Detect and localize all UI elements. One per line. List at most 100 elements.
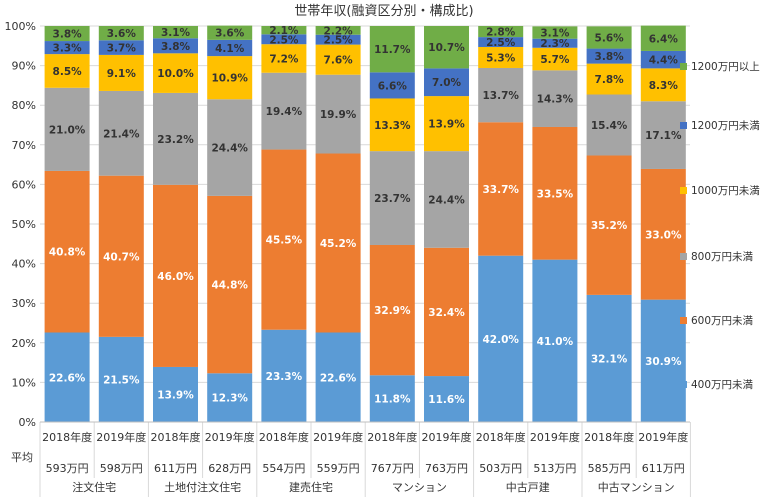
average-label: 767万円 <box>371 462 414 475</box>
data-label: 3.6% <box>107 28 137 40</box>
x-tick-label: 2019年度 <box>313 430 363 444</box>
y-tick-label: 30% <box>12 297 36 310</box>
x-tick-label: 2019年度 <box>530 430 580 444</box>
data-label: 22.6% <box>320 372 357 384</box>
legend-label: 1000万円未満 <box>691 185 760 197</box>
data-label: 5.3% <box>486 52 516 64</box>
average-label: 628万円 <box>208 462 251 475</box>
data-label: 23.7% <box>374 193 411 205</box>
data-label: 11.8% <box>374 394 411 406</box>
bar-segment <box>586 48 632 64</box>
average-label: 559万円 <box>317 462 360 475</box>
data-label: 7.6% <box>324 55 354 67</box>
data-label: 21.4% <box>103 128 140 140</box>
data-label: 24.4% <box>211 143 248 155</box>
data-label: 41.0% <box>537 336 574 348</box>
x-tick-label: 2018年度 <box>259 430 309 444</box>
data-label: 11.6% <box>428 394 465 406</box>
group-label: マンション <box>392 481 447 494</box>
data-label: 23.3% <box>266 371 303 383</box>
group-label: 中古マンション <box>598 481 675 494</box>
bar-segment <box>478 255 524 422</box>
bar-segment <box>586 63 632 95</box>
x-tick-label: 2018年度 <box>584 430 634 444</box>
data-label: 32.9% <box>374 305 411 317</box>
average-row-label: 平均 <box>11 451 33 464</box>
data-label: 32.1% <box>591 353 628 365</box>
data-label: 8.3% <box>649 80 679 92</box>
legend-label: 1200万円以上 <box>691 61 760 73</box>
x-tick-label: 2018年度 <box>42 430 92 444</box>
bar-segment <box>640 101 686 169</box>
data-label: 3.1% <box>161 27 191 39</box>
bar-segment <box>261 26 307 35</box>
bar-segment <box>640 299 686 422</box>
data-label: 19.9% <box>320 109 357 121</box>
legend-label: 800万円未満 <box>691 251 754 263</box>
average-label: 611万円 <box>154 462 197 475</box>
x-tick-label: 2019年度 <box>638 430 688 444</box>
bar-segment <box>640 25 686 51</box>
bar-segment <box>98 175 144 337</box>
legend-swatch <box>680 187 687 194</box>
bar-segment <box>369 244 415 376</box>
group-label: 建売住宅 <box>289 480 333 494</box>
average-label: 598万円 <box>100 462 143 475</box>
data-label: 40.7% <box>103 251 140 263</box>
average-label: 611万円 <box>642 462 685 475</box>
data-label: 4.4% <box>649 55 679 67</box>
data-label: 3.6% <box>215 28 245 40</box>
bar-segment <box>478 46 524 68</box>
data-label: 7.0% <box>432 77 462 89</box>
group-label: 中古戸建 <box>506 480 550 494</box>
data-label: 33.0% <box>645 229 682 241</box>
chart-title: 世帯年収(融資区分別・構成比) <box>294 4 473 19</box>
bar-segment <box>315 332 361 422</box>
bar-segment <box>207 39 253 57</box>
data-label: 2.5% <box>269 34 299 46</box>
data-label: 33.7% <box>482 184 519 196</box>
bar-segment <box>261 72 307 150</box>
bar-segment <box>478 26 524 38</box>
x-tick-label: 2019年度 <box>422 430 472 444</box>
average-label: 763万円 <box>425 462 468 475</box>
legend-label: 600万円未満 <box>691 315 754 327</box>
bar-segment <box>207 195 253 374</box>
x-tick-label: 2019年度 <box>96 430 146 444</box>
bar-segment <box>261 34 307 45</box>
data-label: 3.1% <box>540 28 570 40</box>
data-label: 33.5% <box>537 188 574 200</box>
bar-segment <box>44 26 90 42</box>
y-tick-label: 60% <box>12 178 36 191</box>
data-label: 35.2% <box>591 220 628 232</box>
bar-segment <box>532 259 578 422</box>
bar-segment <box>424 247 469 377</box>
bar-segment <box>532 38 578 48</box>
bar-segment <box>153 53 198 93</box>
data-label: 3.8% <box>161 41 191 53</box>
bar-segment <box>532 26 578 39</box>
y-tick-label: 70% <box>12 139 36 152</box>
data-label: 7.8% <box>595 74 625 86</box>
bar-segment <box>369 151 415 245</box>
bar-segment <box>207 373 253 422</box>
data-label: 2.1% <box>269 25 299 37</box>
data-label: 5.7% <box>540 54 570 66</box>
data-label: 45.5% <box>266 235 303 247</box>
bar-segment <box>532 47 578 71</box>
y-tick-label: 0% <box>19 416 36 429</box>
legend-swatch <box>680 63 687 70</box>
bar-segment <box>153 366 198 422</box>
data-label: 10.7% <box>428 42 465 54</box>
data-label: 13.3% <box>374 120 411 132</box>
bar-segment <box>207 25 253 40</box>
average-label: 585万円 <box>588 462 631 475</box>
data-label: 8.5% <box>53 66 83 78</box>
legend-swatch <box>680 381 687 388</box>
bar-segment <box>261 149 307 330</box>
average-label: 503万円 <box>479 462 522 475</box>
bar-segment <box>153 38 198 54</box>
bar-segment <box>98 40 144 55</box>
data-label: 2.5% <box>486 37 516 49</box>
